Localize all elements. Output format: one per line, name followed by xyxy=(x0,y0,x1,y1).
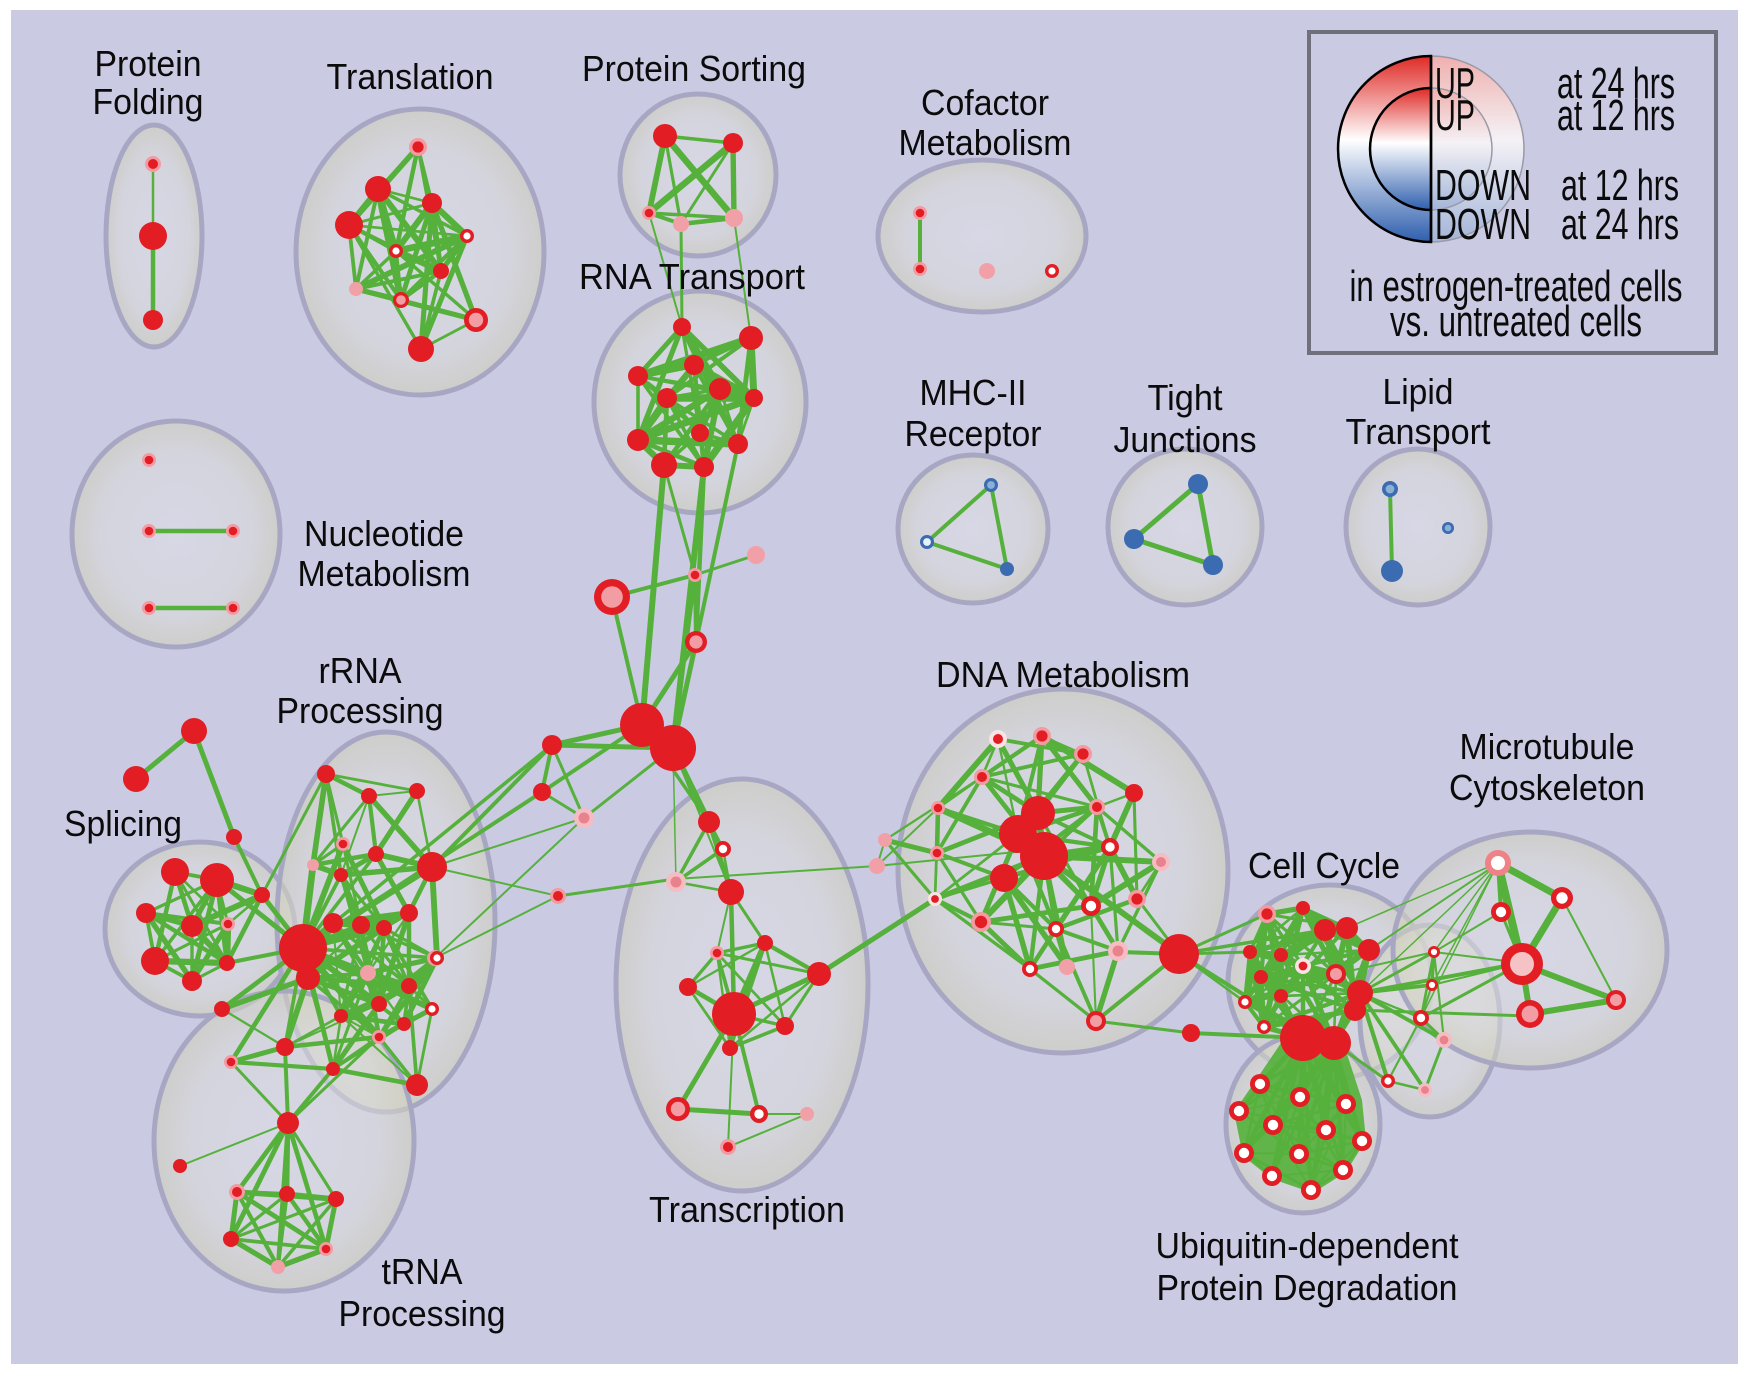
svg-text:Cytoskeleton: Cytoskeleton xyxy=(1449,767,1645,808)
svg-text:rRNA: rRNA xyxy=(319,650,402,691)
svg-text:Cofactor: Cofactor xyxy=(921,82,1049,123)
svg-text:RNA Transport: RNA Transport xyxy=(579,256,805,297)
svg-text:at 12 hrs: at 12 hrs xyxy=(1557,91,1675,140)
svg-text:vs. untreated cells: vs. untreated cells xyxy=(1390,297,1642,346)
svg-text:Lipid: Lipid xyxy=(1383,371,1454,412)
svg-text:tRNA: tRNA xyxy=(382,1251,463,1292)
svg-text:Cell Cycle: Cell Cycle xyxy=(1248,845,1400,886)
svg-text:Processing: Processing xyxy=(339,1293,506,1334)
svg-text:Folding: Folding xyxy=(93,81,204,122)
svg-text:at 12 hrs: at 12 hrs xyxy=(1561,161,1679,210)
svg-text:Tight: Tight xyxy=(1148,377,1223,418)
svg-text:at 24 hrs: at 24 hrs xyxy=(1561,200,1679,249)
svg-text:in estrogen-treated cells: in estrogen-treated cells xyxy=(1350,262,1683,311)
svg-text:Metabolism: Metabolism xyxy=(298,553,471,594)
svg-text:Protein Sorting: Protein Sorting xyxy=(582,48,806,89)
svg-text:DOWN: DOWN xyxy=(1435,200,1531,249)
svg-text:Protein: Protein xyxy=(95,43,202,84)
svg-text:DNA Metabolism: DNA Metabolism xyxy=(936,654,1190,695)
svg-text:Transport: Transport xyxy=(1346,411,1491,452)
svg-text:UP: UP xyxy=(1435,91,1475,140)
svg-text:Ubiquitin-dependent: Ubiquitin-dependent xyxy=(1156,1225,1459,1266)
svg-text:Splicing: Splicing xyxy=(64,803,182,844)
svg-text:Junctions: Junctions xyxy=(1114,419,1257,460)
svg-text:Microtubule: Microtubule xyxy=(1460,726,1635,767)
svg-text:Transcription: Transcription xyxy=(649,1189,845,1230)
svg-text:UP: UP xyxy=(1435,59,1475,108)
svg-text:Nucleotide: Nucleotide xyxy=(304,513,464,554)
svg-text:MHC-II: MHC-II xyxy=(920,372,1027,413)
svg-text:at 24 hrs: at 24 hrs xyxy=(1557,59,1675,108)
svg-text:Translation: Translation xyxy=(327,56,494,97)
svg-text:Processing: Processing xyxy=(277,690,444,731)
svg-text:Receptor: Receptor xyxy=(905,413,1042,454)
svg-text:Protein Degradation: Protein Degradation xyxy=(1157,1267,1458,1308)
svg-text:DOWN: DOWN xyxy=(1435,161,1531,210)
svg-text:Metabolism: Metabolism xyxy=(899,122,1072,163)
